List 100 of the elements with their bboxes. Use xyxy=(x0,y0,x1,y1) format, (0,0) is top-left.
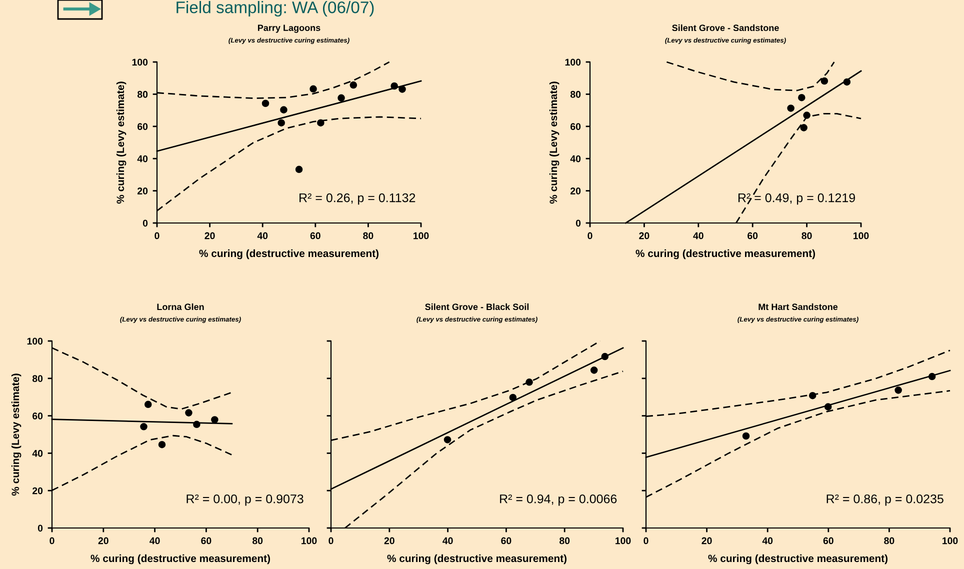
point xyxy=(295,166,303,174)
y-tick-label: 0 xyxy=(576,220,581,227)
x-tick-label: 40 xyxy=(150,537,160,544)
x-tick-label: 100 xyxy=(302,537,317,544)
x-axis-title: % curing (destructive measurement) xyxy=(708,554,888,564)
point xyxy=(894,386,902,394)
y-tick-label: 20 xyxy=(137,188,148,194)
x-tick-label: 0 xyxy=(50,537,54,544)
x-tick-label: 100 xyxy=(616,537,631,544)
x-tick-label: 100 xyxy=(854,232,869,240)
y-tick-label: 100 xyxy=(132,58,148,66)
x-tick-label: 40 xyxy=(693,232,704,240)
x-tick-label: 60 xyxy=(748,232,758,240)
x-tick-label: 100 xyxy=(414,232,429,240)
x-tick-label: 40 xyxy=(442,537,453,544)
annotation: R² = 0.49, p = 0.1219 xyxy=(738,193,855,205)
point xyxy=(140,423,148,430)
x-tick-label: 80 xyxy=(802,232,812,240)
y-tick-label: 20 xyxy=(570,188,581,194)
chart-title: Silent Grove - Black Soil xyxy=(425,303,529,310)
x-tick-label: 20 xyxy=(98,537,108,544)
annotation: R² = 0.26, p = 0.1132 xyxy=(300,193,416,205)
point xyxy=(590,366,598,374)
point xyxy=(144,400,152,408)
y-tick-label: 20 xyxy=(32,487,43,494)
point xyxy=(787,104,794,112)
x-tick-label: 20 xyxy=(204,232,215,240)
x-tick-label: 80 xyxy=(363,232,374,240)
chart-title: Silent Grove - Sandstone xyxy=(672,24,779,32)
x-tick-label: 60 xyxy=(310,232,320,240)
point xyxy=(843,78,851,86)
x-tick-label: 0 xyxy=(644,537,648,544)
x-tick-label: 100 xyxy=(942,537,958,544)
x-tick-label: 60 xyxy=(201,537,212,544)
y-axis-title: % curing (Levy estimate) xyxy=(116,82,126,204)
x-tick-label: 0 xyxy=(154,232,160,240)
x-tick-label: 0 xyxy=(328,537,334,544)
y-tick-label: 80 xyxy=(32,375,43,382)
point xyxy=(185,409,192,416)
point xyxy=(211,416,218,424)
x-tick-label: 40 xyxy=(762,537,773,544)
x-tick-label: 80 xyxy=(252,537,263,544)
point xyxy=(808,392,816,400)
chart-title: Mt Hart Sandstone xyxy=(758,303,838,310)
point xyxy=(444,436,452,444)
point xyxy=(280,106,288,114)
point xyxy=(193,420,200,428)
y-tick-label: 40 xyxy=(32,450,43,457)
point xyxy=(509,394,517,402)
point xyxy=(820,77,828,85)
annotation: R² = 0.00, p = 0.9073 xyxy=(186,494,304,506)
x-tick-label: 0 xyxy=(588,232,592,240)
annotation: R² = 0.86, p = 0.0235 xyxy=(826,494,944,506)
y-tick-label: 40 xyxy=(570,155,581,162)
point xyxy=(798,94,806,102)
y-tick-label: 100 xyxy=(565,58,581,66)
y-axis-title: % curing (Levy estimate) xyxy=(549,82,560,204)
y-tick-label: 100 xyxy=(27,338,43,345)
y-tick-label: 60 xyxy=(138,123,148,130)
point xyxy=(262,100,270,108)
x-tick-label: 40 xyxy=(257,232,268,240)
point xyxy=(601,352,609,360)
x-axis-title: % curing (destructive measurement) xyxy=(199,249,378,260)
x-axis-title: % curing (destructive measurement) xyxy=(90,554,270,564)
text: Field sampling: WA (06/07) xyxy=(176,1,374,17)
point xyxy=(742,432,750,440)
point xyxy=(317,119,324,126)
x-tick-label: 60 xyxy=(823,537,834,544)
point xyxy=(350,81,358,89)
x-tick-label: 20 xyxy=(702,537,712,544)
point xyxy=(158,440,166,448)
x-axis-title: % curing (destructive measurement) xyxy=(387,554,566,564)
y-tick-label: 80 xyxy=(570,90,581,98)
y-axis-title: % curing (Levy estimate) xyxy=(11,374,22,496)
point xyxy=(800,124,808,132)
annotation: R² = 0.94, p = 0.0066 xyxy=(500,494,617,506)
y-tick-label: 60 xyxy=(32,412,43,420)
y-tick-label: 60 xyxy=(570,123,581,130)
point xyxy=(928,372,936,380)
x-tick-label: 20 xyxy=(639,232,650,240)
x-tick-label: 80 xyxy=(560,537,570,544)
point xyxy=(803,112,810,119)
point xyxy=(278,119,285,126)
y-tick-label: 40 xyxy=(137,155,148,162)
point xyxy=(390,82,398,90)
x-axis-title: % curing (destructive measurement) xyxy=(636,249,815,260)
y-tick-label: 0 xyxy=(38,524,43,532)
y-tick-label: 80 xyxy=(137,90,148,98)
x-tick-label: 60 xyxy=(501,537,512,544)
y-tick-label: 0 xyxy=(142,220,148,227)
x-tick-label: 20 xyxy=(384,537,394,544)
point xyxy=(338,94,345,102)
chart-title: Lorna Glen xyxy=(157,303,204,310)
point xyxy=(398,86,406,93)
point xyxy=(310,85,317,93)
point xyxy=(824,403,832,410)
line-series xyxy=(666,61,835,92)
x-tick-label: 80 xyxy=(884,537,894,544)
chart-title: Parry Lagoons xyxy=(258,24,320,33)
point xyxy=(526,378,533,386)
